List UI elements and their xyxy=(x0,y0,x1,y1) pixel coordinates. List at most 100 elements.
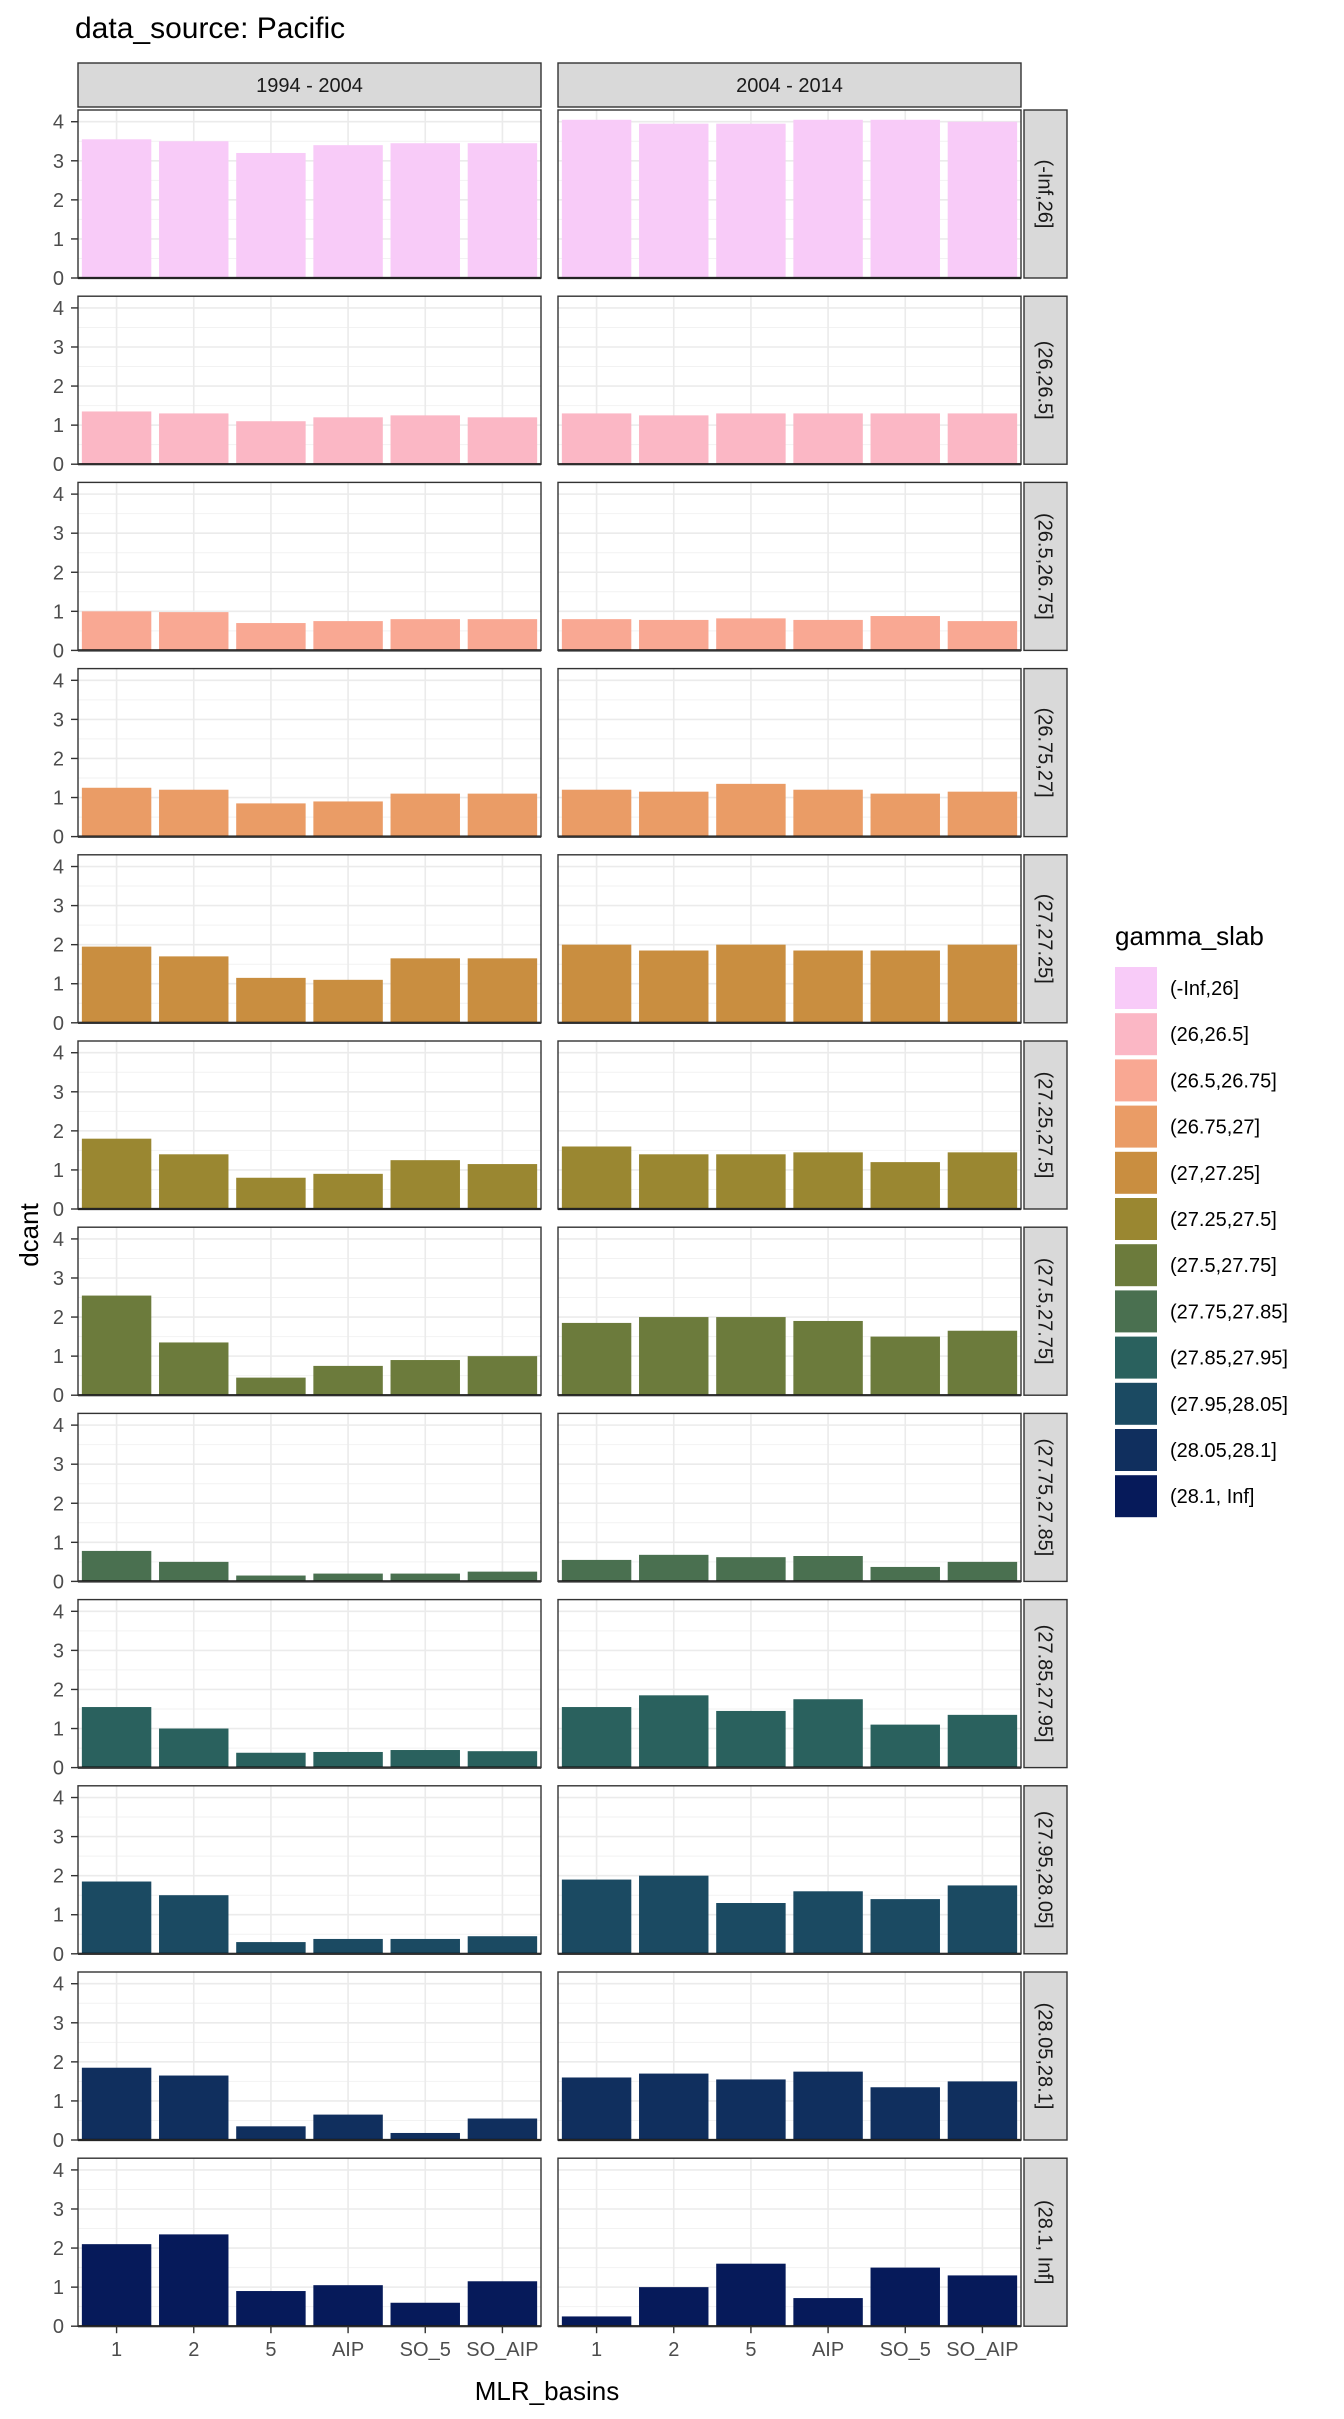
y-tick-label: 0 xyxy=(53,2316,64,2338)
bar xyxy=(793,1320,863,1396)
y-tick-label: 4 xyxy=(53,857,64,879)
bar xyxy=(236,977,306,1023)
bar xyxy=(716,944,786,1023)
bar xyxy=(870,2087,940,2140)
panel-border xyxy=(557,1598,1022,1769)
panel-background xyxy=(558,1041,1021,1209)
bar xyxy=(561,789,632,837)
panel-border xyxy=(557,667,1022,838)
bar xyxy=(716,783,786,837)
legend-label: (27.75,27.85] xyxy=(1170,1301,1288,1323)
bar xyxy=(716,2079,786,2140)
facet-strip-row-label: (27.25,27.5] xyxy=(1034,1072,1056,1179)
bar xyxy=(81,946,152,1023)
bar xyxy=(467,619,538,651)
bar xyxy=(947,121,1018,278)
legend-key xyxy=(1115,1059,1157,1102)
bar xyxy=(793,119,863,278)
panel-border xyxy=(77,1226,542,1396)
bar xyxy=(947,1885,1018,1954)
legend-key xyxy=(1115,1105,1157,1148)
bar xyxy=(81,787,152,837)
bar xyxy=(467,1751,538,1768)
bar xyxy=(947,413,1018,465)
bar xyxy=(716,1710,786,1768)
facet-grid: 1994 - 2004 2004 - 2014 (-Inf,26] 0 1 2 3 4 (26,… xyxy=(53,62,1068,2361)
bar xyxy=(716,618,786,651)
bar xyxy=(467,1936,538,1954)
facet-strip-col xyxy=(557,62,1022,108)
legend-key xyxy=(1115,1336,1157,1379)
facet-strip-row xyxy=(1023,1971,1068,2141)
facet-strip-row xyxy=(1023,2157,1068,2327)
facet-strip-col-label: 2004 - 2014 xyxy=(736,75,843,97)
bar xyxy=(467,1356,538,1396)
facet-strip-row xyxy=(1023,1598,1068,1769)
bar xyxy=(159,141,229,278)
y-tick-label: 0 xyxy=(53,2130,64,2152)
bar xyxy=(639,1695,709,1768)
bar xyxy=(793,1152,863,1209)
panel-background xyxy=(78,1785,541,1954)
bar xyxy=(390,143,460,278)
facet-strip-row xyxy=(1023,854,1068,1024)
x-tick-label: 2 xyxy=(668,2339,679,2361)
bar xyxy=(639,1554,709,1582)
panel-background xyxy=(78,482,541,651)
panel-background xyxy=(558,854,1021,1023)
bar xyxy=(390,2302,460,2327)
legend-label: (27.5,27.75] xyxy=(1170,1255,1277,1277)
bar xyxy=(159,1154,229,1209)
bar xyxy=(390,1750,460,1768)
bar xyxy=(390,1938,460,1954)
bar xyxy=(313,621,383,651)
legend-key xyxy=(1115,1290,1157,1333)
y-tick-label: 1 xyxy=(53,1160,64,1182)
x-tick-label: SO_5 xyxy=(880,2339,931,2361)
legend: gamma_slab (-Inf,26] (26,26.5] (26.5,26.75… xyxy=(1115,921,1288,1518)
bar xyxy=(81,411,152,465)
bar xyxy=(561,1559,632,1582)
panel-border xyxy=(557,481,1022,652)
bar xyxy=(870,1724,940,1768)
bar xyxy=(81,1707,152,1768)
y-tick-label: 1 xyxy=(53,788,64,810)
bar xyxy=(639,2287,709,2327)
legend-label: (27,27.25] xyxy=(1170,1163,1260,1185)
y-tick-label: 4 xyxy=(53,1415,64,1437)
bar xyxy=(467,2281,538,2327)
bar xyxy=(159,956,229,1023)
panel-border xyxy=(77,1785,542,1955)
facet-strip-row-label: (27.95,28.05] xyxy=(1034,1811,1056,1929)
y-tick-label: 2 xyxy=(53,935,64,957)
bar xyxy=(467,143,538,278)
bar xyxy=(639,950,709,1023)
chart-title: data_source: Pacific xyxy=(75,12,345,45)
bar xyxy=(313,1365,383,1396)
bar xyxy=(870,793,940,837)
facet-strip-row xyxy=(1023,295,1068,465)
bar xyxy=(639,791,709,837)
y-tick-label: 3 xyxy=(53,1640,64,1662)
legend-key xyxy=(1115,1475,1157,1518)
y-tick-label: 1 xyxy=(53,415,64,437)
bar xyxy=(313,979,383,1023)
bar xyxy=(390,958,460,1023)
bar xyxy=(313,1173,383,1209)
facet-strip-row-label: (27,27.25] xyxy=(1034,894,1056,984)
y-tick-label: 3 xyxy=(53,2199,64,2221)
y-tick-label: 0 xyxy=(53,1571,64,1593)
y-tick-label: 3 xyxy=(53,1454,64,1476)
facet-strip-row-label: (28.1, Inf] xyxy=(1034,2200,1056,2285)
bar xyxy=(947,621,1018,651)
legend-label: (26,26.5] xyxy=(1170,1024,1249,1046)
y-tick-label: 1 xyxy=(53,1719,64,1741)
facet-strip-row xyxy=(1023,1412,1068,1583)
bar xyxy=(236,1752,306,1768)
y-tick-label: 4 xyxy=(53,484,64,506)
bar xyxy=(793,413,863,465)
bar xyxy=(236,1575,306,1582)
bar xyxy=(467,1571,538,1582)
bar xyxy=(81,1295,152,1396)
bar xyxy=(870,2267,940,2327)
